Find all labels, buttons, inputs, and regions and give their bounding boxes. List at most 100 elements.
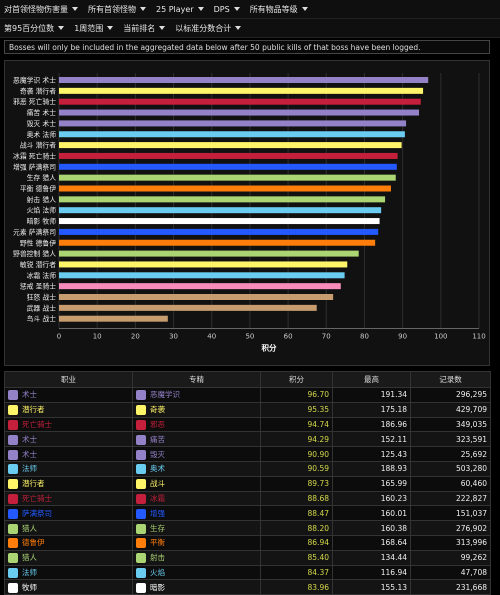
y-category-label: 射击 猎人 — [27, 195, 57, 204]
bar — [59, 131, 405, 138]
col-header-count[interactable]: 记录数 — [410, 371, 491, 388]
col-header-spec[interactable]: 专精 — [132, 371, 261, 388]
enhancement-icon — [136, 508, 146, 519]
table-row[interactable]: 法师 奥术 90.59 188.93 503,280 — [4, 460, 491, 477]
table-row[interactable]: 猎人 射击 85.40 134.44 99,262 — [4, 549, 491, 566]
count-cell: 222,827 — [410, 490, 491, 507]
col-header-class[interactable]: 职业 — [4, 371, 133, 388]
table-header-row: 职业 专精 积分 最高 记录数 — [4, 371, 491, 388]
toolbar2-dropdown-1[interactable]: 1周范围 — [74, 23, 114, 34]
spec-cell: 奥术 — [132, 460, 261, 477]
y-category-label: 生存 猎人 — [27, 173, 57, 182]
bar — [59, 250, 359, 257]
y-category-label: 野性 德鲁伊 — [20, 238, 56, 247]
chevron-down-icon — [235, 26, 242, 30]
bar — [59, 152, 398, 159]
table-row[interactable]: 牧师 暗影 83.96 155.13 231,668 — [4, 579, 491, 595]
fire-icon — [136, 567, 146, 578]
max-cell: 160.01 — [332, 505, 411, 522]
y-category-label: 增强 萨满祭司 — [13, 162, 56, 171]
spec-name[interactable]: 毁灭 — [150, 449, 165, 459]
table-row[interactable]: 术士 毁灭 90.90 125.43 25,692 — [4, 446, 491, 462]
spec-cell: 增强 — [132, 505, 261, 522]
demonology-icon — [136, 390, 146, 401]
max-cell: 188.93 — [332, 460, 411, 477]
table-row[interactable]: 法师 火焰 84.37 116.94 47,708 — [4, 564, 491, 581]
spec-cell: 毁灭 — [132, 446, 261, 462]
aggregation-notice: Bosses will only be included in the aggr… — [4, 40, 490, 54]
dropdown-label: 对首领怪物伤害量 — [4, 4, 68, 14]
toolbar1-dropdown-0[interactable]: 对首领怪物伤害量 — [4, 4, 78, 15]
score-cell: 89.73 — [260, 475, 333, 492]
table-row[interactable]: 猎人 生存 88.20 160.38 276,902 — [4, 520, 491, 536]
class-name: 牧师 — [22, 582, 37, 592]
spec-name[interactable]: 奇袭 — [150, 405, 165, 415]
spec-name[interactable]: 增强 — [150, 508, 165, 518]
dropdown-label: 第95百分位数 — [4, 23, 55, 33]
dropdown-label: 1周范围 — [74, 23, 104, 33]
spec-name[interactable]: 冰霜 — [150, 493, 165, 503]
y-category-label: 武器 战士 — [27, 303, 57, 312]
unholy-icon — [136, 419, 146, 430]
dropdown-label: 当前排名 — [123, 23, 156, 33]
score-cell: 86.94 — [260, 534, 333, 551]
y-category-label: 恶魔学识 术士 — [13, 76, 56, 85]
shaman-icon — [8, 508, 18, 519]
table-row[interactable]: 德鲁伊 平衡 86.94 168.64 313,996 — [4, 534, 491, 551]
col-header-score[interactable]: 积分 — [260, 371, 333, 388]
count-cell: 231,668 — [410, 579, 491, 595]
table-row[interactable]: 死亡骑士 冰霜 88.68 160.23 222,827 — [4, 490, 491, 507]
destruction-icon — [136, 449, 146, 460]
col-header-max[interactable]: 最高 — [332, 371, 411, 388]
count-cell: 99,262 — [410, 549, 491, 566]
toolbar1-dropdown-4[interactable]: 所有物品等级 — [250, 4, 308, 15]
count-cell: 25,692 — [410, 446, 491, 462]
balance-icon — [136, 538, 146, 549]
toolbar1-dropdown-2[interactable]: 25 Player — [156, 5, 204, 14]
score-cell: 83.96 — [260, 579, 333, 595]
count-cell: 47,708 — [410, 564, 491, 581]
spec-name[interactable]: 恶魔学识 — [150, 390, 180, 400]
y-category-label: 奥术 法师 — [27, 130, 57, 139]
spec-cell: 奇袭 — [132, 401, 261, 418]
y-category-label: 鸟斗 战士 — [27, 314, 57, 323]
table-row[interactable]: 潜行者 战斗 89.73 165.99 60,460 — [4, 475, 491, 492]
spec-name[interactable]: 战斗 — [150, 479, 165, 489]
toolbar1-dropdown-3[interactable]: DPS — [214, 5, 240, 14]
toolbar2-dropdown-2[interactable]: 当前排名 — [123, 23, 166, 34]
spec-name[interactable]: 邪恶 — [150, 419, 165, 429]
score-cell: 94.29 — [260, 431, 333, 448]
assassination-icon — [136, 405, 146, 416]
spec-cell: 暗影 — [132, 579, 261, 595]
class-cell: 术士 — [4, 387, 133, 403]
spec-name[interactable]: 平衡 — [150, 538, 165, 548]
table-row[interactable]: 萨满祭司 增强 88.47 160.01 151,037 — [4, 505, 491, 522]
count-cell: 429,709 — [410, 401, 491, 418]
spec-name[interactable]: 火焰 — [150, 567, 165, 577]
score-cell: 96.70 — [260, 387, 333, 403]
table-row[interactable]: 术士 恶魔学识 96.70 191.34 296,295 — [4, 387, 491, 403]
frost-icon — [136, 493, 146, 504]
spec-name[interactable]: 生存 — [150, 523, 165, 533]
class-cell: 萨满祭司 — [4, 505, 133, 522]
class-cell: 牧师 — [4, 579, 133, 595]
toolbar2-dropdown-0[interactable]: 第95百分位数 — [4, 23, 65, 34]
spec-name[interactable]: 痛苦 — [150, 434, 165, 444]
toolbar2-dropdown-3[interactable]: 以标准分数合计 — [175, 23, 242, 34]
class-name: 术士 — [22, 390, 37, 400]
mage-icon — [8, 464, 18, 475]
class-cell: 猎人 — [4, 520, 133, 536]
combat-icon — [136, 479, 146, 490]
spec-name[interactable]: 奥术 — [150, 464, 165, 474]
spec-name[interactable]: 暗影 — [150, 582, 165, 592]
spec-name[interactable]: 射击 — [150, 553, 165, 563]
table-row[interactable]: 术士 痛苦 94.29 152.11 323,591 — [4, 431, 491, 448]
table-row[interactable]: 死亡骑士 邪恶 94.74 186.96 349,035 — [4, 416, 491, 433]
class-name: 潜行者 — [22, 405, 45, 415]
spec-cell: 痛苦 — [132, 431, 261, 448]
count-cell: 313,996 — [410, 534, 491, 551]
class-cell: 术士 — [4, 431, 133, 448]
table-row[interactable]: 潜行者 奇袭 95.35 175.18 429,709 — [4, 401, 491, 418]
toolbar1-dropdown-1[interactable]: 所有首领怪物 — [88, 4, 146, 15]
